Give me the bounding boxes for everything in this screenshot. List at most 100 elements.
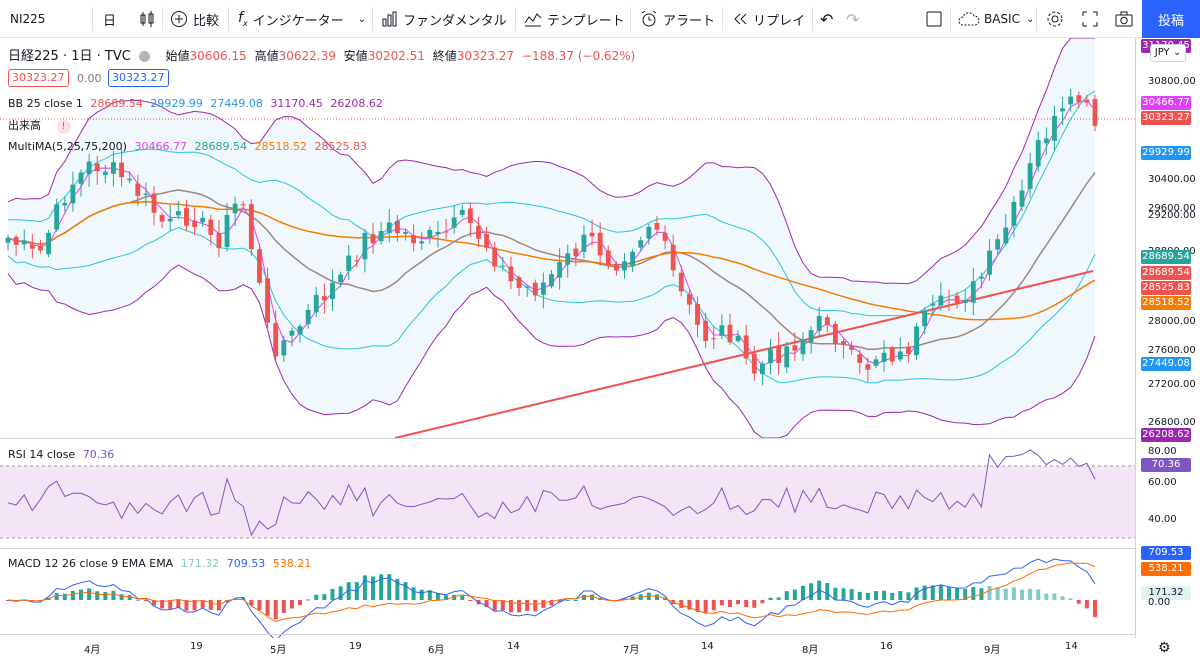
candle-body	[1076, 95, 1082, 103]
divider	[228, 7, 229, 31]
macd-hist-bar	[176, 600, 181, 609]
macd-hist-bar	[849, 589, 854, 600]
time-tick: 14	[701, 641, 714, 652]
warning-icon[interactable]: !	[56, 120, 71, 134]
candle-style-button[interactable]	[138, 0, 156, 38]
rsi-legend[interactable]: RSI 14 close 70.36	[8, 448, 118, 461]
macd-hist-bar	[281, 600, 286, 613]
time-tick: 6月	[428, 645, 445, 656]
time-axis[interactable]: 4月 19 5月 19 6月 14 7月 14 8月 16 9月 14	[0, 635, 1135, 663]
pane-divider[interactable]	[0, 548, 1200, 549]
main-legend: 日経225 · 1日 · TVC 始値30606.15 高値30622.39 安…	[8, 45, 639, 64]
candle-body	[768, 349, 773, 364]
candle-body	[524, 286, 530, 288]
macd-hist-bar	[346, 582, 351, 600]
eye-icon[interactable]	[138, 51, 150, 62]
candle-body	[492, 247, 498, 267]
currency-selector[interactable]: JPY ⌄	[1150, 44, 1186, 62]
alert-button[interactable]: アラート	[640, 0, 715, 38]
candle-body	[265, 278, 270, 323]
macd-hist-bar	[1093, 600, 1097, 618]
bb-lower2-line	[7, 264, 1096, 439]
templates-button[interactable]: テンプレート	[524, 0, 625, 38]
macd-hist-bar	[784, 591, 789, 600]
redo-button[interactable]: ↷	[846, 0, 859, 38]
price-tick: 30800.00	[1148, 76, 1196, 87]
candle-body	[800, 339, 806, 355]
macd-hist-bar	[460, 595, 465, 600]
fundamentals-button[interactable]: ファンダメンタル	[382, 0, 507, 38]
macd-hist-bar	[184, 600, 189, 611]
macd-hist-bar	[79, 589, 84, 600]
fundamentals-label: ファンダメンタル	[403, 13, 507, 29]
macd-hist-bar	[362, 575, 367, 600]
change-value: −188.37 (−0.62%)	[521, 49, 636, 63]
candle-body	[208, 219, 214, 235]
macd-legend[interactable]: MACD 12 26 close 9 EMA EMA 171.32 709.53…	[8, 557, 315, 570]
candle-body	[427, 229, 433, 238]
price-tick: 29200.00	[1148, 210, 1196, 221]
price-tag: 27449.08	[1141, 357, 1191, 371]
rsi-label: RSI 14 close	[8, 448, 76, 461]
buy-box[interactable]: 30323.27	[108, 69, 169, 87]
candle-body	[167, 218, 173, 222]
layout-button[interactable]: BASIC ⌄	[958, 0, 1034, 38]
sell-box[interactable]: 30323.27	[8, 69, 69, 87]
candle-body	[216, 232, 222, 249]
candle-body	[695, 303, 700, 325]
candle-body	[711, 338, 717, 340]
candle-body	[289, 330, 295, 336]
macd-hist-bar	[703, 600, 708, 614]
price-chart[interactable]	[0, 38, 1135, 638]
macd-hist-bar	[135, 599, 140, 601]
candle-body	[897, 351, 903, 360]
macd-hist-bar	[1019, 589, 1024, 600]
macd-hist-bar	[565, 599, 570, 601]
compare-button[interactable]: 比較	[170, 0, 219, 38]
candle-body	[362, 232, 368, 260]
macd-hist-bar	[930, 585, 935, 600]
macd-hist-bar	[95, 591, 100, 600]
interval-button[interactable]: 日	[103, 0, 116, 38]
bb-lower1-line	[7, 227, 1096, 384]
ma-legend[interactable]: MultiMA(5,25,75,200) 30466.77 28689.54 2…	[8, 140, 371, 153]
bb-legend[interactable]: BB 25 close 1 28689.54 29929.99 27449.08…	[8, 97, 387, 110]
symbol-search[interactable]: NI225	[10, 0, 45, 38]
price-tag: 29929.99	[1141, 146, 1191, 160]
candle-body	[1019, 190, 1025, 207]
post-button[interactable]: 投稿	[1142, 0, 1200, 38]
price-axis[interactable]	[1135, 38, 1200, 638]
low-label: 安値	[343, 49, 368, 63]
macd-hist-bar	[371, 576, 376, 600]
indicators-button[interactable]: fx インジケーター ⌄	[238, 0, 366, 38]
pane-divider[interactable]	[0, 438, 1200, 439]
fullscreen-button[interactable]	[1082, 0, 1098, 38]
macd-hist-bar	[987, 585, 992, 600]
settings-button[interactable]	[1046, 0, 1064, 38]
snapshot-button[interactable]	[1115, 0, 1133, 38]
macd-hist-bar	[54, 593, 59, 600]
volume-label: 出来高	[8, 119, 41, 132]
candle-body	[102, 171, 108, 176]
candle-body	[1043, 138, 1049, 144]
symbol-title: 日経225 · 1日 · TVC	[8, 49, 131, 64]
replay-button[interactable]: リプレイ	[732, 0, 805, 38]
bb-upper1: 29929.99	[150, 97, 203, 110]
undo-button[interactable]: ↶	[820, 0, 833, 38]
candle-body	[719, 325, 725, 336]
candle-body	[735, 335, 741, 342]
candle-body	[1052, 115, 1057, 141]
macd-hist-bar	[427, 590, 432, 600]
volume-legend[interactable]: 出来高 !	[8, 117, 75, 134]
time-tick: 7月	[623, 645, 640, 656]
candle-body	[338, 274, 344, 282]
bb-lower2: 26208.62	[330, 97, 383, 110]
gear-icon[interactable]: ⚙	[1158, 640, 1171, 656]
macd-hist-bar	[955, 588, 960, 600]
fullscreen-layout-button[interactable]	[926, 0, 942, 38]
candle-body	[394, 220, 400, 234]
divider	[630, 7, 631, 31]
candle-body	[273, 323, 279, 357]
macd-hist-bar	[1036, 589, 1041, 600]
macd-hist-bar	[882, 590, 887, 600]
